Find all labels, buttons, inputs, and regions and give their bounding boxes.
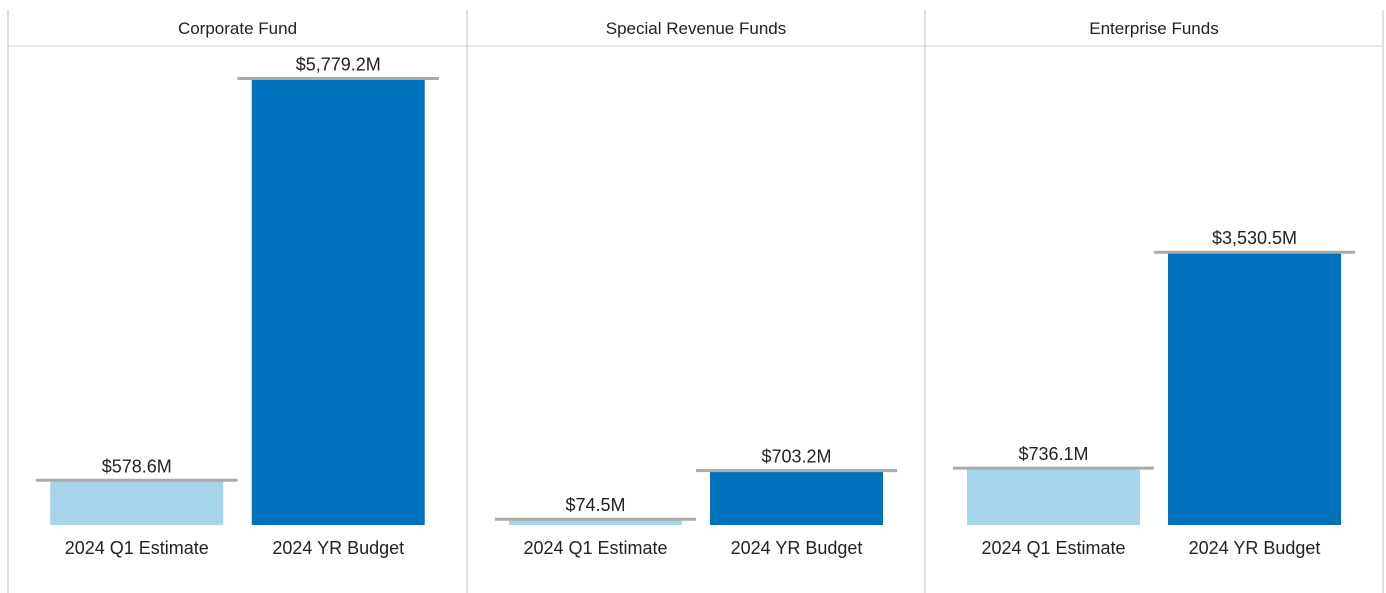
- tick-label-budget-panel-1: 2024 YR Budget: [731, 538, 863, 558]
- bar-budget-panel-1: [710, 470, 883, 525]
- panel-title-0: Corporate Fund: [178, 19, 297, 38]
- data-label-estimate-panel-2: $736.1M: [1018, 444, 1088, 464]
- bar-estimate-panel-2: [967, 468, 1140, 525]
- bar-estimate-panel-0: [50, 480, 224, 525]
- bar-estimate-panel-1: [509, 519, 682, 525]
- panel-title-2: Enterprise Funds: [1089, 19, 1218, 38]
- panel-title-1: Special Revenue Funds: [606, 19, 787, 38]
- tick-label-budget-panel-2: 2024 YR Budget: [1189, 538, 1321, 558]
- data-label-budget-panel-0: $5,779.2M: [296, 55, 381, 75]
- tick-label-estimate-panel-2: 2024 Q1 Estimate: [981, 538, 1125, 558]
- data-label-budget-panel-2: $3,530.5M: [1212, 228, 1297, 248]
- bar-budget-panel-0: [251, 78, 425, 525]
- data-label-estimate-panel-1: $74.5M: [565, 495, 625, 515]
- tick-label-estimate-panel-1: 2024 Q1 Estimate: [523, 538, 667, 558]
- tick-label-budget-panel-0: 2024 YR Budget: [272, 538, 404, 558]
- tick-label-estimate-panel-0: 2024 Q1 Estimate: [65, 538, 209, 558]
- data-label-budget-panel-1: $703.2M: [761, 447, 831, 467]
- data-label-estimate-panel-0: $578.6M: [102, 456, 172, 476]
- bar-budget-panel-2: [1168, 252, 1341, 525]
